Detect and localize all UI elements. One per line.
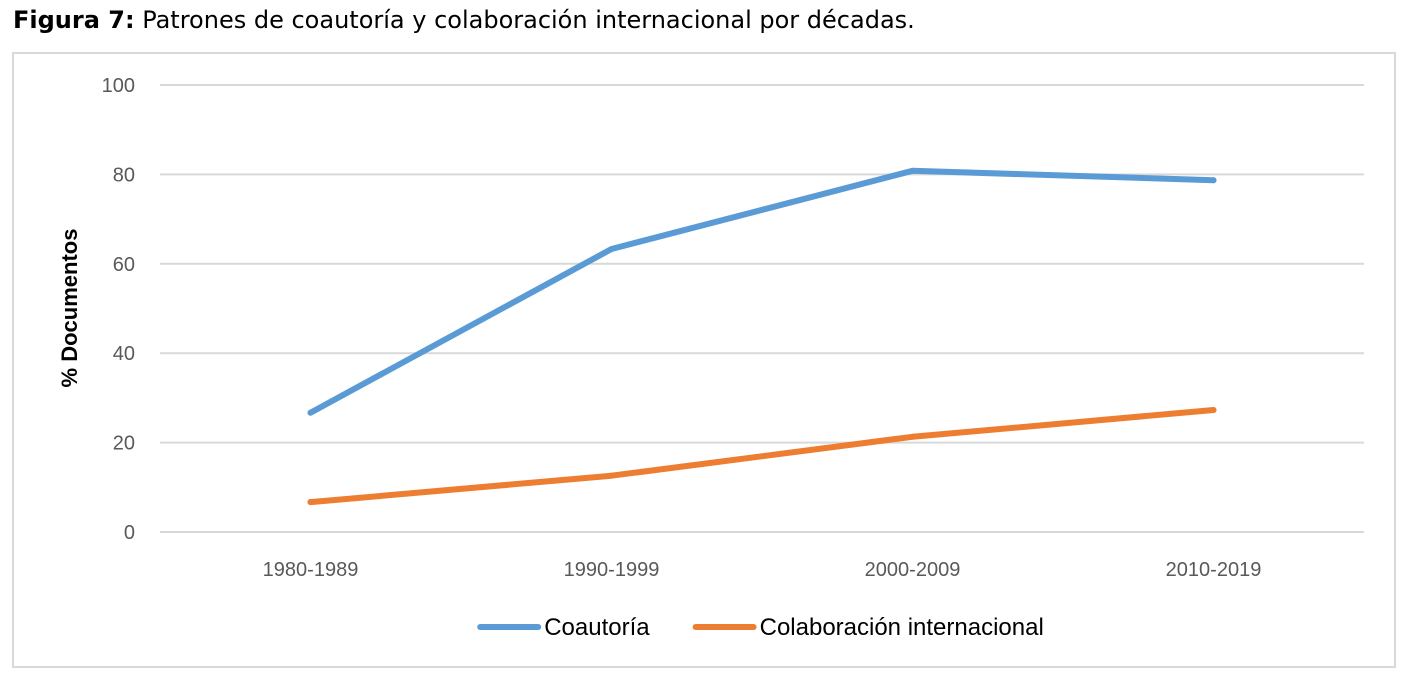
x-tick-label: 1990-1999 [564, 559, 660, 581]
figure-caption: Figura 7: Patrones de coautoría y colabo… [13, 6, 915, 34]
data-point-1-1 [608, 472, 615, 479]
series-line-1 [307, 407, 1217, 506]
data-point-0-1 [608, 246, 615, 253]
y-tick-label: 80 [113, 164, 135, 186]
x-axis-ticks: 1980-1989 1990-1999 2000-2009 2010-2019 [263, 559, 1262, 581]
figure-caption-text: Patrones de coautoría y colaboración int… [134, 6, 915, 34]
y-tick-label: 100 [102, 75, 135, 97]
legend-label-1: Colaboración internacional [760, 614, 1044, 641]
series-lines [307, 167, 1217, 506]
data-point-0-3 [1210, 177, 1217, 184]
figure-caption-label: Figura 7: [13, 6, 135, 34]
legend: Coautoría Colaboración internacional [477, 614, 1044, 641]
y-axis-label: % Documentos [57, 229, 82, 388]
series-line-0 [307, 167, 1217, 416]
legend-label-0: Coautoría [544, 614, 650, 641]
y-tick-label: 40 [113, 343, 135, 365]
data-point-1-0 [307, 499, 314, 506]
x-tick-label: 1980-1989 [263, 559, 359, 581]
data-point-0-0 [307, 409, 314, 416]
gridlines [160, 84, 1364, 533]
y-tick-label: 20 [113, 433, 135, 455]
data-point-1-3 [1210, 406, 1217, 413]
data-point-0-2 [909, 167, 916, 174]
y-tick-label: 0 [124, 522, 135, 544]
x-tick-label: 2010-2019 [1166, 559, 1262, 581]
y-tick-label: 60 [113, 254, 135, 276]
chart-frame [12, 52, 1396, 668]
x-tick-label: 2000-2009 [865, 559, 961, 581]
data-point-1-2 [909, 433, 916, 440]
y-axis-ticks: 0 20 40 60 80 100 [102, 75, 135, 544]
